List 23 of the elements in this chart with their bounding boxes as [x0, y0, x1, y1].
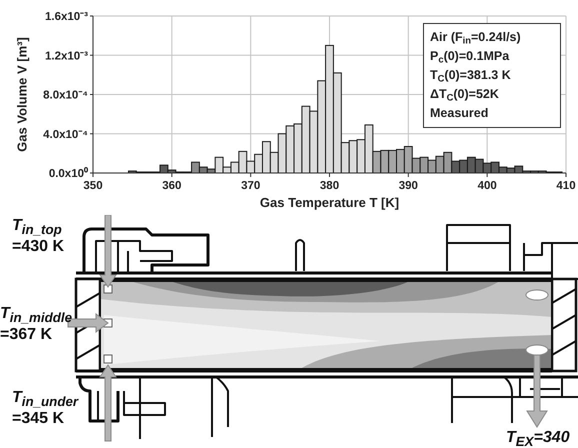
annotation: ΔT$_{C}$(0)=52K	[430, 86, 500, 104]
y-tick-label: 8.0x10⁻⁴	[43, 90, 88, 102]
annotation: P$_{c}$(0)=0.1MPa	[430, 48, 510, 66]
y-tick-label: 1.2x10⁻³	[44, 50, 88, 62]
text: T$_{in_middle}$ =367 K	[0, 305, 72, 344]
x-axis-title: Gas Temperature T [K]	[260, 195, 400, 210]
x-tick-label: 350	[83, 180, 103, 192]
text: T$_{in_under}$ =345 K	[12, 389, 78, 428]
annotation: Air (F$_{in}$=0.24l/s)	[430, 29, 521, 47]
x-tick-label: 410	[556, 180, 576, 192]
x-tick-label: 370	[241, 180, 260, 192]
y-axis-title: Gas Volume V [m³]	[14, 37, 30, 152]
x-tick-label: 380	[320, 180, 340, 192]
annotation: T$_{C}$(0)=381.3 K	[430, 67, 512, 85]
y-tick-label: 4.0x10⁻⁴	[43, 128, 88, 141]
x-tick-label: 360	[162, 180, 182, 192]
annotation: Measured	[430, 105, 490, 122]
y-tick-label: 1.6x10⁻³	[44, 11, 88, 24]
text: T$_{EX}$=340	[506, 429, 570, 448]
x-tick-label: 400	[478, 180, 497, 192]
text: T$_{in_top}$ =430 K	[12, 217, 64, 256]
x-tick-label: 390	[398, 180, 418, 192]
y-tick-label: 0.0x10⁰	[48, 166, 89, 180]
